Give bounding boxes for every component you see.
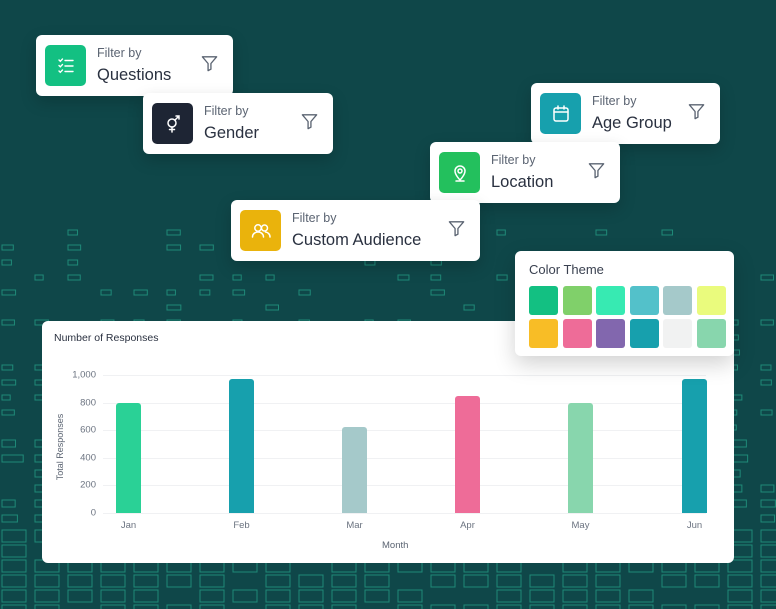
color-swatch[interactable] bbox=[529, 286, 558, 315]
bar-jun[interactable] bbox=[682, 379, 707, 513]
color-swatch[interactable] bbox=[696, 319, 726, 348]
color-theme-panel: Color Theme bbox=[515, 251, 734, 356]
calendar-icon bbox=[540, 93, 581, 134]
x-axis-label: Month bbox=[382, 540, 409, 551]
color-swatch[interactable] bbox=[696, 286, 726, 315]
filter-card-custom-audience[interactable]: Filter by Custom Audience bbox=[231, 200, 480, 261]
bar-feb[interactable] bbox=[229, 379, 254, 513]
y-axis bbox=[42, 321, 100, 563]
bar-apr[interactable] bbox=[455, 396, 480, 513]
filter-name: Custom Audience bbox=[292, 230, 422, 249]
filter-card-age-group[interactable]: Filter by Age Group bbox=[531, 83, 720, 144]
gridline bbox=[103, 375, 706, 376]
x-tick-label: May bbox=[571, 520, 590, 531]
filter-name: Questions bbox=[97, 65, 172, 84]
filter-name: Gender bbox=[204, 123, 260, 142]
color-swatch[interactable] bbox=[663, 286, 692, 315]
bar-jan[interactable] bbox=[116, 402, 141, 513]
y-tick-label: 1,000 bbox=[72, 369, 96, 381]
filter-name: Age Group bbox=[592, 113, 672, 132]
funnel-icon[interactable] bbox=[687, 102, 706, 126]
gridline bbox=[103, 513, 706, 514]
color-theme-title: Color Theme bbox=[529, 262, 604, 277]
location-pin-icon bbox=[439, 152, 480, 193]
color-swatch[interactable] bbox=[596, 319, 625, 348]
filter-by-label: Filter by bbox=[491, 152, 536, 167]
filter-by-label: Filter by bbox=[592, 93, 637, 108]
gridline bbox=[103, 457, 706, 459]
filter-by-label: Filter by bbox=[97, 45, 142, 60]
filter-name: Location bbox=[491, 172, 554, 191]
color-swatch[interactable] bbox=[629, 319, 659, 348]
y-tick-label: 800 bbox=[80, 397, 96, 409]
gender-icon bbox=[152, 103, 193, 144]
x-tick-label: Jun bbox=[686, 520, 703, 531]
swatch-grid bbox=[529, 286, 726, 348]
x-tick-label: Jan bbox=[120, 520, 137, 531]
filter-by-label: Filter by bbox=[204, 103, 249, 118]
y-tick-label: 400 bbox=[80, 452, 96, 464]
filter-card-questions[interactable]: Filter by Questions bbox=[36, 35, 233, 96]
x-tick-label: Apr bbox=[460, 520, 475, 531]
x-tick-label: Feb bbox=[233, 520, 250, 531]
filter-by-label: Filter by bbox=[292, 210, 337, 225]
bar-may[interactable] bbox=[568, 402, 593, 513]
bar-mar[interactable] bbox=[342, 427, 367, 513]
gridline bbox=[103, 430, 706, 432]
color-swatch[interactable] bbox=[562, 319, 592, 348]
users-icon bbox=[240, 210, 281, 251]
color-swatch[interactable] bbox=[562, 286, 592, 315]
y-axis-label: Total Responses bbox=[55, 413, 65, 481]
color-swatch[interactable] bbox=[596, 286, 625, 315]
filter-card-location[interactable]: Filter by Location bbox=[430, 142, 620, 203]
color-swatch[interactable] bbox=[529, 319, 558, 348]
color-swatch[interactable] bbox=[663, 319, 692, 348]
color-swatch[interactable] bbox=[629, 286, 659, 315]
gridline bbox=[103, 485, 706, 487]
y-tick-label: 0 bbox=[90, 507, 96, 519]
checklist-icon bbox=[45, 45, 86, 86]
funnel-icon[interactable] bbox=[200, 54, 219, 78]
filter-card-gender[interactable]: Filter by Gender bbox=[143, 93, 333, 154]
funnel-icon[interactable] bbox=[587, 161, 606, 185]
chart-card: Number of Responses Total Responses Mont… bbox=[42, 321, 734, 563]
y-tick-label: 200 bbox=[80, 479, 96, 491]
chart-title: Number of Responses bbox=[54, 332, 159, 344]
x-tick-label: Mar bbox=[346, 520, 363, 531]
gridline bbox=[103, 402, 706, 404]
funnel-icon[interactable] bbox=[300, 112, 319, 136]
funnel-icon[interactable] bbox=[447, 219, 466, 243]
y-tick-label: 600 bbox=[80, 424, 96, 436]
